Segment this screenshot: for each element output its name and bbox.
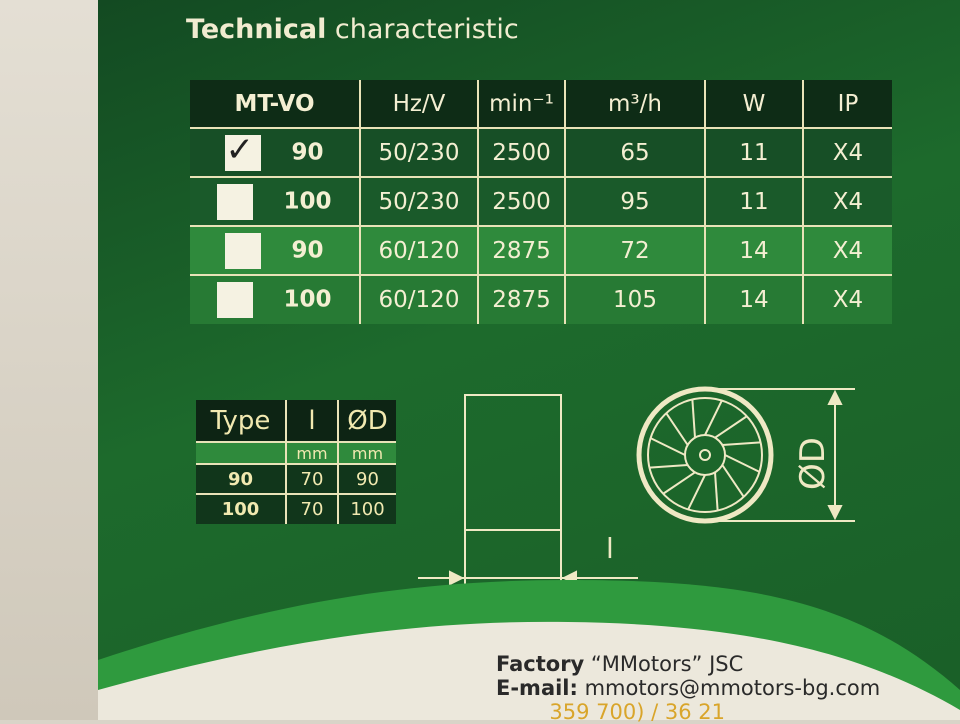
fan-side-outline	[464, 394, 562, 531]
fan-blade	[721, 464, 745, 498]
header-model: MT-VO	[190, 80, 361, 128]
fan-blade	[714, 415, 748, 439]
contact-info: Factory “MMotors” JSC E-mail: mmotors@mm…	[496, 652, 880, 724]
email-line: E-mail: mmotors@mmotors-bg.com	[496, 676, 881, 700]
header-hz-v: Hz/V	[360, 80, 479, 128]
arrow-down-icon	[827, 505, 843, 521]
header-ip: IP	[803, 80, 892, 128]
dims-header-row: Type l ØD	[196, 400, 396, 442]
table-row: ✓ 90 50/230 2500 65 11 X4	[190, 128, 892, 177]
dims-units-row: mm mm	[196, 442, 396, 464]
fan-blade	[650, 437, 686, 456]
table-row: 100 50/230 2500 95 11 X4	[190, 177, 892, 226]
arrow-up-icon	[827, 389, 843, 405]
fan-blade	[649, 464, 688, 469]
fan-front-icon	[636, 386, 774, 524]
fan-blade	[665, 412, 689, 446]
header-flow: m³/h	[565, 80, 706, 128]
wall-background	[0, 0, 105, 720]
fan-blade	[662, 471, 696, 495]
table-row: 100 60/120 2875 105 14 X4	[190, 275, 892, 324]
checkbox	[217, 183, 254, 220]
fan-blade	[704, 400, 723, 436]
fan-blade	[722, 441, 761, 446]
header-watt: W	[705, 80, 804, 128]
fan-blade	[724, 454, 760, 473]
diameter-label: ØD	[793, 437, 833, 490]
phone-line-partial: 359 700) / 36 21	[496, 700, 725, 724]
length-label: l	[606, 532, 614, 565]
dimensions-table: Type l ØD mm mm 90 70 90 100 70 100	[196, 400, 396, 524]
fan-blade	[714, 472, 719, 511]
decorative-wave	[98, 580, 960, 720]
table-row: 100 70 100	[196, 494, 396, 524]
spec-header-row: MT-VO Hz/V min⁻¹ m³/h W IP	[190, 80, 892, 128]
spec-table: MT-VO Hz/V min⁻¹ m³/h W IP ✓ 90 50/230 250…	[190, 80, 892, 324]
factory-line: Factory “MMotors” JSC	[496, 652, 744, 676]
checkbox-checked: ✓	[225, 133, 262, 171]
checkbox	[217, 282, 254, 318]
table-row: 90 70 90	[196, 464, 396, 494]
arrow-right-icon	[449, 570, 465, 586]
section-title: Technical characteristic	[186, 14, 519, 45]
fan-blade	[691, 399, 696, 438]
fan-blade	[687, 474, 706, 510]
header-rpm: min⁻¹	[478, 80, 566, 128]
table-row: 90 60/120 2875 72 14 X4	[190, 226, 892, 275]
checkbox	[225, 232, 262, 269]
